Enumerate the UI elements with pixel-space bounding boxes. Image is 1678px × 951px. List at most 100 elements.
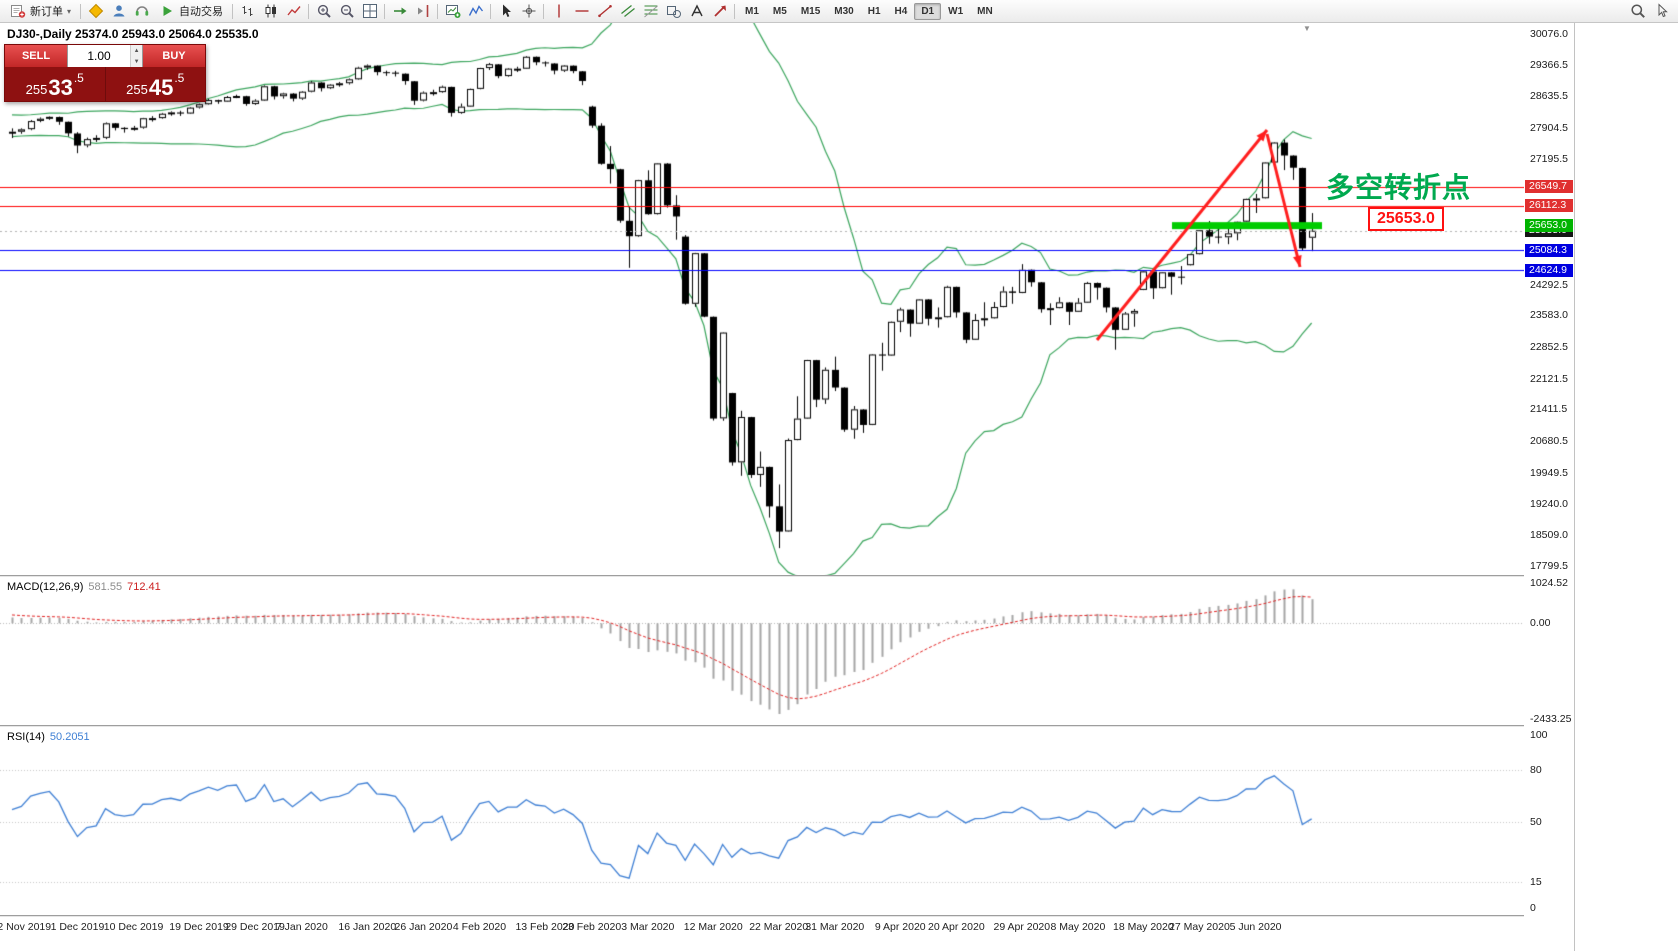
toolbar-separator	[543, 3, 545, 19]
vertical-line-button[interactable]	[547, 2, 570, 21]
panel-separator[interactable]	[0, 575, 1574, 577]
metaeditor-button[interactable]	[84, 2, 107, 21]
crosshair-icon	[521, 3, 537, 19]
auto-scroll-button[interactable]	[388, 2, 411, 21]
chart-shift-icon	[415, 3, 431, 19]
date-tick-label: 26 Jan 2020	[394, 921, 453, 933]
buy-button[interactable]: BUY	[143, 45, 205, 67]
price-level-label: 26112.3	[1525, 199, 1573, 213]
date-tick-label: 23 Feb 2020	[562, 921, 622, 933]
tile-windows-button[interactable]	[358, 2, 381, 21]
buy-price[interactable]: 255 45.5	[126, 71, 185, 100]
lot-size-field: ▲ ▼	[67, 45, 143, 67]
zoom-in-button[interactable]	[312, 2, 335, 21]
community-icon	[134, 3, 150, 19]
toolbar-separator	[734, 3, 736, 19]
horizontal-line-button[interactable]	[570, 2, 593, 21]
channel-button[interactable]	[616, 2, 639, 21]
date-tick-label: 10 Dec 2019	[103, 921, 164, 933]
arrow-icon	[712, 3, 728, 19]
shapes-button[interactable]	[662, 2, 685, 21]
toolbar-separator	[490, 3, 492, 19]
sell-button[interactable]: SELL	[5, 45, 67, 67]
timeframe-mn-button[interactable]: MN	[977, 5, 993, 17]
select-button[interactable]	[1651, 2, 1674, 21]
line-chart-button[interactable]	[282, 2, 305, 21]
price-tick-label: 28635.5	[1530, 90, 1568, 103]
bar-chart-button[interactable]	[236, 2, 259, 21]
date-tick-label: 16 Jan 2020	[338, 921, 397, 933]
chart-shift-button[interactable]	[411, 2, 434, 21]
macd-signal-value: 712.41	[127, 581, 161, 593]
lot-up-button[interactable]: ▲	[131, 45, 142, 56]
new-order-button[interactable]: 新订单 ▾	[4, 2, 77, 21]
arrow-button[interactable]	[708, 2, 731, 21]
toolbar: 新订单 ▾ 自动交易 M1 M5 M15 M30 H1 H4 D1 W1 MN	[0, 0, 1678, 23]
vertical-line-icon	[551, 3, 567, 19]
rsi-indicator-canvas[interactable]	[0, 727, 1524, 915]
date-tick-label: 4 Feb 2020	[452, 921, 507, 933]
toolbar-separator	[437, 3, 439, 19]
date-tick-label: 7 Jan 2020	[275, 921, 328, 933]
autotrading-button[interactable]: 自动交易	[153, 2, 229, 21]
timeframe-m1-button[interactable]: M1	[745, 5, 759, 17]
rsi-indicator-label: RSI(14) 50.2051	[7, 731, 90, 743]
timeframe-d1-button[interactable]: D1	[914, 2, 942, 20]
new-chart-button[interactable]	[441, 2, 464, 21]
cursor-icon	[498, 3, 514, 19]
timeframe-h4-button[interactable]: H4	[894, 5, 908, 17]
price-tick-label: 27195.5	[1530, 152, 1568, 165]
trendline-button[interactable]	[593, 2, 616, 21]
zoom-in-icon	[316, 3, 332, 19]
timeframe-h1-button[interactable]: H1	[867, 5, 881, 17]
price-tick-label: 18509.0	[1530, 529, 1568, 542]
price-tick-label: 19949.5	[1530, 466, 1568, 479]
timeframe-w1-button[interactable]: W1	[948, 5, 964, 17]
price-tick-label: 22121.5	[1530, 372, 1568, 385]
panel-separator[interactable]	[0, 725, 1574, 727]
macd-scale-label: 1024.52	[1530, 577, 1568, 589]
toolbar-separator	[232, 3, 234, 19]
date-tick-label: 19 Dec 2019	[169, 921, 229, 933]
date-tick-label: 20 Apr 2020	[928, 921, 985, 933]
panel-separator[interactable]	[0, 915, 1574, 917]
indicators-button[interactable]	[464, 2, 487, 21]
price-tick-label: 21411.5	[1530, 403, 1568, 416]
sell-price[interactable]: 255 33.5	[5, 67, 106, 101]
macd-name: MACD(12,26,9)	[7, 581, 84, 593]
market-button[interactable]	[107, 2, 130, 21]
metaeditor-icon	[88, 3, 104, 19]
search-button[interactable]	[1626, 2, 1649, 21]
timeframe-m5-button[interactable]: M5	[772, 5, 787, 17]
timeframe-m15-button[interactable]: M15	[800, 5, 821, 17]
lot-size-input[interactable]	[68, 45, 131, 67]
fibonacci-button[interactable]	[639, 2, 662, 21]
community-button[interactable]	[130, 2, 153, 21]
horizontal-line-icon	[574, 3, 590, 19]
date-tick-label: 29 Dec 2019	[225, 921, 285, 933]
price-tick-label: 27904.5	[1530, 122, 1568, 135]
lot-down-button[interactable]: ▼	[131, 56, 142, 67]
fibonacci-icon	[643, 3, 659, 19]
cursor-button[interactable]	[494, 2, 517, 21]
price-tick-label: 29366.5	[1530, 58, 1568, 71]
text-icon	[689, 3, 705, 19]
price-chart-canvas[interactable]	[0, 23, 1524, 577]
new-chart-icon	[445, 3, 461, 19]
zoom-out-button[interactable]	[335, 2, 358, 21]
price-level-label: 25084.3	[1525, 243, 1573, 257]
autotrading-icon	[159, 3, 175, 19]
candlestick-chart-button[interactable]	[259, 2, 282, 21]
text-button[interactable]	[685, 2, 708, 21]
toolbar-separator	[308, 3, 310, 19]
price-tick-label: 30076.0	[1530, 28, 1568, 40]
macd-indicator-canvas[interactable]	[0, 577, 1524, 725]
annotation-price-box[interactable]: 25653.0	[1368, 207, 1444, 231]
timeframe-m30-button[interactable]: M30	[834, 5, 854, 17]
price-axis[interactable]: 30076.0 29366.5 28635.5 27904.5 27195.5 24292…	[1524, 23, 1574, 940]
chart-shift-marker[interactable]: ▼	[1303, 24, 1311, 33]
crosshair-button[interactable]	[517, 2, 540, 21]
annotation-text[interactable]: 多空转折点	[1326, 172, 1472, 203]
